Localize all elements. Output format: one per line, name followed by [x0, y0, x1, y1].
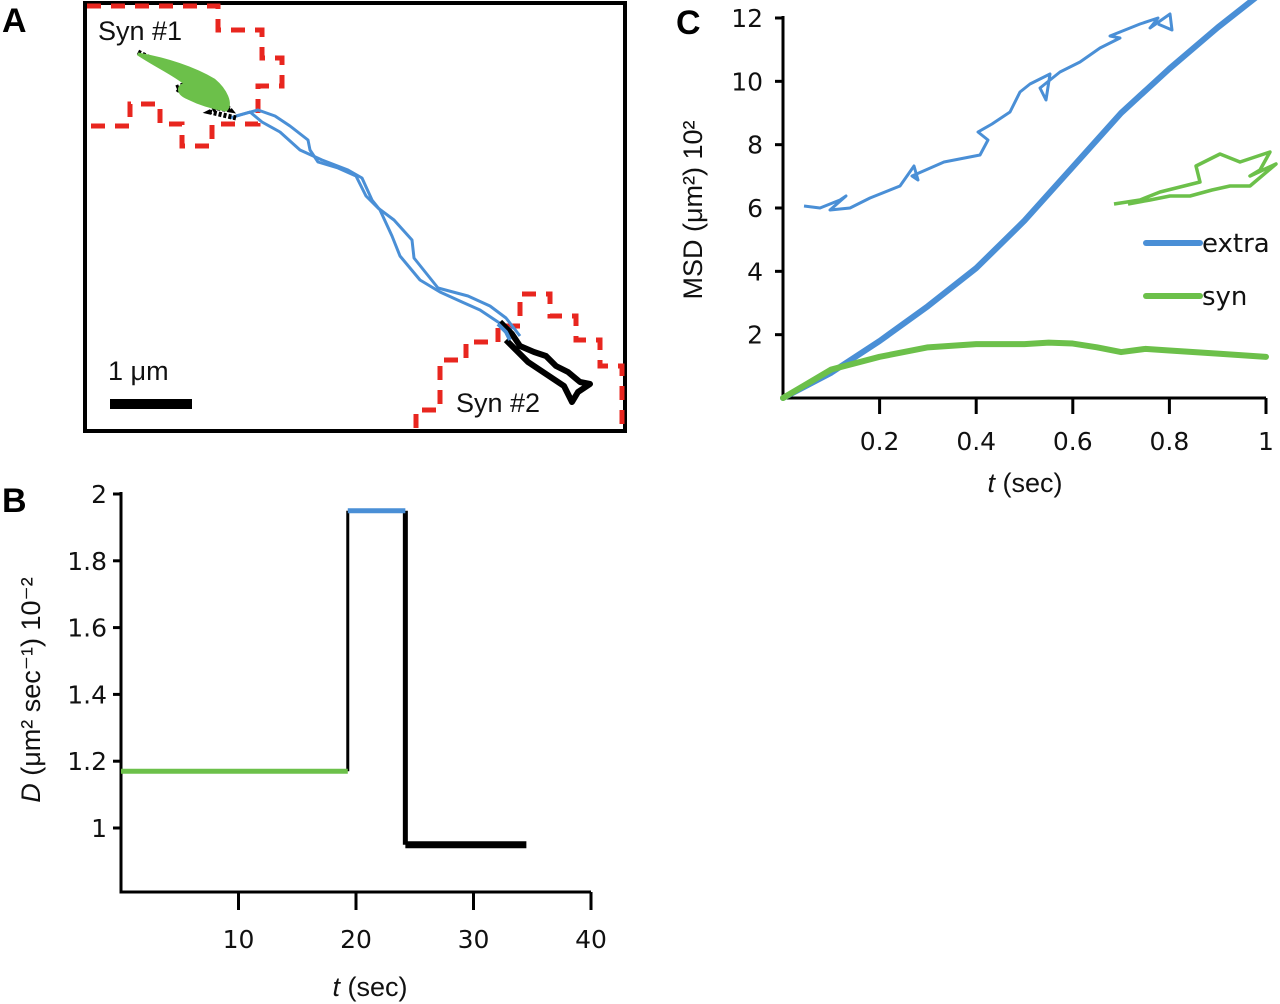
panel-letter-b: B — [2, 482, 27, 520]
panel-c-x-tick-label: 0.2 — [860, 427, 900, 456]
panel-c-axis-lines — [781, 16, 1266, 400]
panel-c-y-tick-label: 6 — [747, 194, 763, 223]
panel-b-ticks: 1 1.2 1.4 1.6 1.8 2 10 20 30 40 — [67, 480, 607, 954]
panel-c-x-axis-title: t (sec) — [987, 468, 1062, 498]
panel-b-y-tick-label: 1.2 — [67, 747, 107, 776]
panel-b-x-title-unit: (sec) — [340, 972, 408, 1002]
synapse-2-roi-outline — [413, 291, 625, 428]
panel-b-x-tick-label: 20 — [340, 925, 372, 954]
panel-b-x-tick-label: 40 — [575, 925, 607, 954]
panel-b-y-tick-label: 1 — [91, 814, 107, 843]
panel-b-y-tick-label: 1.8 — [67, 547, 107, 576]
synapse-1-trajectory — [136, 49, 237, 121]
panel-b-y-tick-label: 2 — [91, 480, 107, 509]
panel-b-axis-lines — [119, 492, 591, 894]
panel-c-y-tick-label: 10 — [731, 67, 763, 96]
syn1-label: Syn #1 — [98, 16, 182, 46]
panel-b-y-tick-label: 1.6 — [67, 614, 107, 643]
panel-b-y-axis-title: D (μm² sec⁻¹) 10⁻² — [16, 577, 46, 803]
legend-label-extra: extra — [1202, 229, 1270, 259]
syn2-entry-path — [496, 322, 512, 341]
syn1-green-path — [137, 52, 230, 112]
panel-c-x-tick-label: 0.8 — [1150, 427, 1190, 456]
syn2-label: Syn #2 — [456, 388, 540, 418]
syn-trajectory-scribble — [1113, 150, 1278, 206]
scale-bar-label: 1 μm — [108, 356, 169, 386]
panel-b-x-tick-label: 30 — [458, 925, 490, 954]
panel-c-legend: extra syn — [1143, 229, 1270, 312]
legend-label-syn: syn — [1202, 282, 1247, 312]
panel-b-y-tick-label: 1.4 — [67, 680, 107, 709]
panel-b-x-tick-label: 10 — [223, 925, 255, 954]
panel-b-axes — [119, 492, 591, 894]
panel-c-x-title-unit: (sec) — [995, 468, 1063, 498]
panel-c: C 2 4 6 8 10 12 0.2 0.4 0.6 0.8 1 extra syn t (sec… — [676, 0, 1278, 498]
panel-c-series-syn — [780, 339, 1269, 401]
panel-letter-a: A — [2, 2, 27, 40]
panel-c-axes — [781, 16, 1266, 400]
synapse-1-roi-outline — [87, 3, 285, 149]
panel-c-y-axis-title: MSD (μm²) 10² — [678, 120, 708, 299]
panel-c-x-tick-label: 1 — [1258, 427, 1274, 456]
synapse-2-trajectory — [496, 319, 593, 405]
syn2-black-path — [497, 319, 593, 405]
scale-bar — [110, 399, 192, 409]
panel-b: B 1 1.2 1.4 1.6 1.8 2 10 20 30 40 t (sec) D (μm² … — [2, 480, 607, 1002]
extra-trajectory-scribble — [803, 12, 1174, 212]
panel-b-y-title-unit: (μm² sec⁻¹) 10⁻² — [16, 577, 46, 783]
panel-c-y-tick-label: 2 — [747, 321, 763, 350]
panel-b-x-title-var: t — [332, 972, 341, 1002]
panel-c-x-title-var: t — [987, 468, 996, 498]
panel-c-ticks: 2 4 6 8 10 12 0.2 0.4 0.6 0.8 1 — [731, 4, 1274, 456]
panel-c-x-tick-label: 0.6 — [1053, 427, 1093, 456]
panel-c-y-tick-label: 8 — [747, 131, 763, 160]
extrasynaptic-trajectory — [229, 108, 522, 337]
panel-a: A Syn #1 Syn #2 1 μm — [2, 1, 627, 433]
panel-c-series-extra — [780, 0, 1258, 401]
panel-b-series — [121, 508, 527, 849]
panel-c-y-tick-label: 12 — [731, 4, 763, 33]
panel-a-frame — [83, 1, 627, 433]
extra-path-2 — [235, 108, 522, 337]
panel-b-x-axis-title: t (sec) — [332, 972, 407, 1002]
panel-letter-c: C — [676, 4, 701, 42]
panel-c-trajectory-insets — [803, 12, 1278, 212]
panel-b-y-title-var: D — [16, 783, 46, 803]
panel-c-y-tick-label: 4 — [747, 257, 763, 286]
panel-c-series — [780, 0, 1269, 401]
panel-c-x-tick-label: 0.4 — [956, 427, 996, 456]
